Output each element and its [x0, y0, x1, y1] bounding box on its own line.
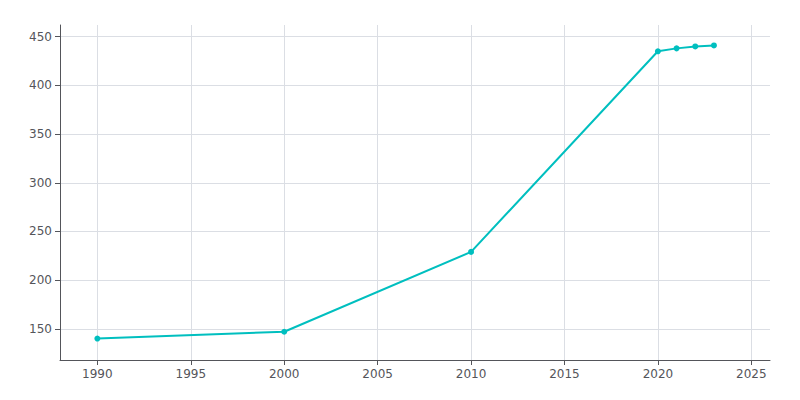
svg-text:350: 350: [29, 127, 52, 141]
svg-text:2015: 2015: [549, 367, 580, 381]
svg-text:250: 250: [29, 224, 52, 238]
svg-text:1990: 1990: [82, 367, 113, 381]
svg-text:400: 400: [29, 78, 52, 92]
svg-text:150: 150: [29, 322, 52, 336]
svg-text:1995: 1995: [176, 367, 207, 381]
svg-text:2000: 2000: [269, 367, 300, 381]
svg-text:2025: 2025: [736, 367, 767, 381]
svg-text:300: 300: [29, 176, 52, 190]
svg-text:450: 450: [29, 30, 52, 44]
svg-text:2020: 2020: [643, 367, 674, 381]
svg-text:2010: 2010: [456, 367, 487, 381]
svg-text:200: 200: [29, 273, 52, 287]
svg-text:2005: 2005: [362, 367, 393, 381]
